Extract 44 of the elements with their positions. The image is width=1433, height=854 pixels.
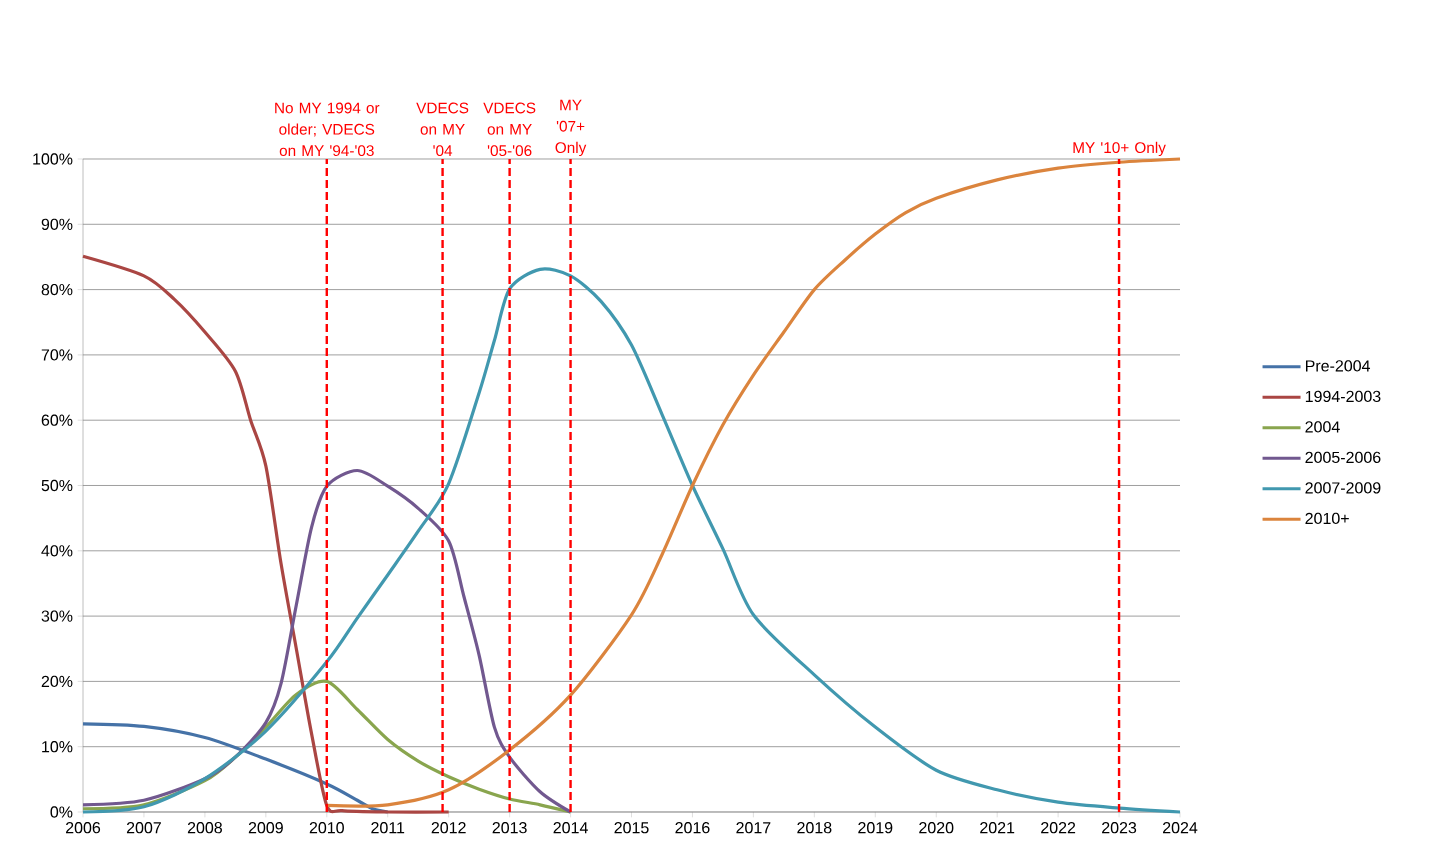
x-tick-label: 2015 bbox=[614, 822, 649, 834]
legend-label: 2010+ bbox=[1305, 512, 1349, 525]
legend-label: 2007-2009 bbox=[1305, 482, 1381, 494]
ref-line-label: VDECS on MY '05-'06 bbox=[483, 102, 536, 157]
x-tick-label: 2013 bbox=[492, 822, 527, 834]
x-tick-label: 2016 bbox=[675, 822, 710, 834]
ref-line-label: MY '07+ Only bbox=[555, 99, 587, 157]
legend-label: 1994-2003 bbox=[1305, 390, 1381, 403]
y-tick-label: 10% bbox=[42, 741, 73, 753]
x-tick-label: 2017 bbox=[736, 822, 771, 834]
ref-line-label: VDECS on MY '04 bbox=[416, 102, 469, 157]
x-tick-label: 2019 bbox=[858, 822, 893, 834]
y-tick-label: 30% bbox=[41, 610, 73, 622]
line-series bbox=[81, 254, 451, 814]
legend-label: 2005-2006 bbox=[1305, 451, 1381, 464]
x-tick-label: 2007 bbox=[126, 822, 161, 834]
x-tick-label: 2023 bbox=[1102, 822, 1137, 834]
ref-line-label: No MY 1994 or older; VDECS on MY '94-'03 bbox=[275, 102, 380, 157]
y-tick-label: 20% bbox=[41, 675, 73, 688]
x-tick-label: 2006 bbox=[66, 822, 101, 834]
x-tick-label: 2009 bbox=[248, 822, 283, 834]
y-tick-label: 80% bbox=[41, 283, 73, 296]
x-tick-label: 2021 bbox=[980, 822, 1015, 834]
x-tick-label: 2020 bbox=[919, 822, 954, 834]
x-tick-label: 2010 bbox=[309, 822, 344, 834]
x-tick-label: 2008 bbox=[187, 822, 222, 834]
x-tick-label: 2022 bbox=[1041, 822, 1076, 834]
x-tick-label: 2014 bbox=[553, 822, 588, 834]
line-series bbox=[81, 468, 573, 814]
x-tick-label: 2024 bbox=[1163, 822, 1198, 834]
x-tick-label: 2012 bbox=[431, 822, 466, 834]
legend-label: 2004 bbox=[1305, 421, 1340, 433]
y-tick-label: 0% bbox=[50, 806, 73, 818]
y-tick-label: 40% bbox=[41, 545, 73, 557]
ref-line-label: MY '10+ Only bbox=[1073, 141, 1166, 157]
y-tick-label: 100% bbox=[33, 153, 73, 165]
legend-label: Pre-2004 bbox=[1305, 360, 1371, 372]
x-tick-label: 2011 bbox=[371, 822, 405, 834]
y-tick-label: 90% bbox=[41, 218, 73, 230]
y-tick-label: 70% bbox=[41, 349, 73, 361]
y-tick-label: 60% bbox=[41, 414, 73, 426]
y-tick-label: 50% bbox=[41, 479, 73, 492]
x-tick-label: 2018 bbox=[797, 822, 832, 834]
line-series bbox=[325, 157, 1182, 808]
